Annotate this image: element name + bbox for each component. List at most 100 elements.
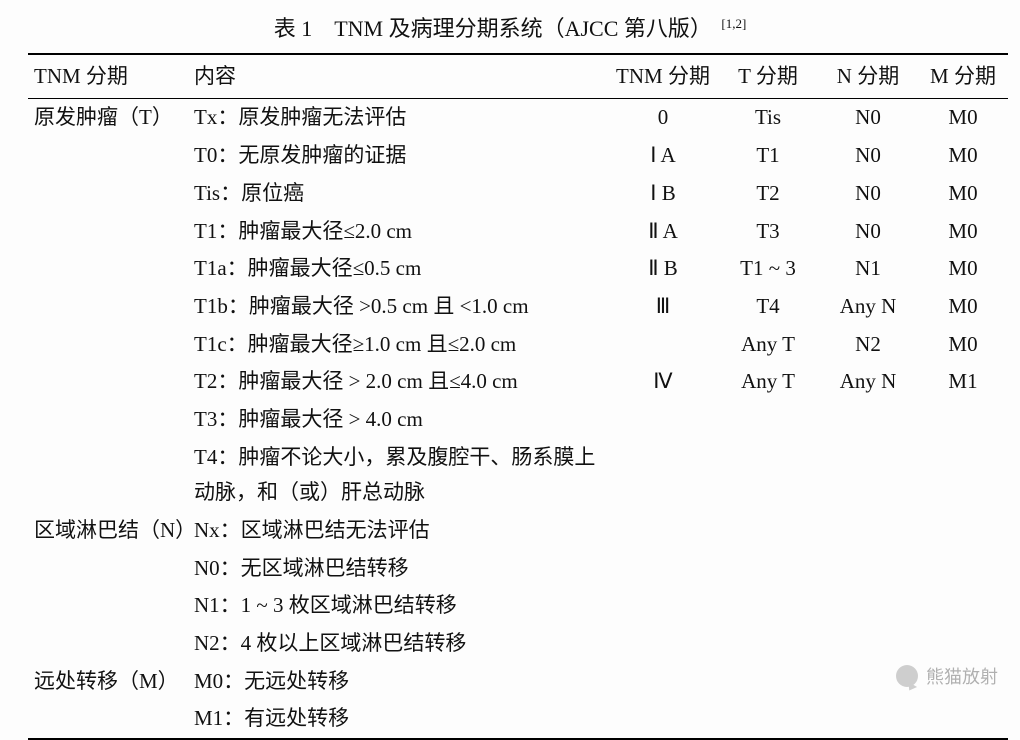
- content-cell: T1：肿瘤最大径≤2.0 cm: [188, 213, 608, 251]
- content-cell: T0：无原发肿瘤的证据: [188, 137, 608, 175]
- t-cell: T1: [718, 137, 818, 175]
- m-cell: M0: [918, 288, 1008, 326]
- stage-cell: [608, 625, 718, 663]
- stage-cell: [608, 439, 718, 512]
- caption-text: TNM 及病理分期系统（AJCC 第八版）: [334, 16, 712, 41]
- content-cell: Nx：区域淋巴结无法评估: [188, 512, 608, 550]
- table-row: N1：1 ~ 3 枚区域淋巴结转移: [28, 587, 1008, 625]
- t-cell: Any T: [718, 326, 818, 364]
- t-cell: [718, 401, 818, 439]
- t-cell: [718, 550, 818, 588]
- col-header-m-stage: M 分期: [918, 54, 1008, 99]
- n-cell: [818, 512, 918, 550]
- page: 表 1 TNM 及病理分期系统（AJCC 第八版） [1,2] TNM 分期 内…: [0, 0, 1020, 731]
- table-row: 原发肿瘤（T）Tx：原发肿瘤无法评估0TisN0M0: [28, 99, 1008, 137]
- stage-cell: [608, 512, 718, 550]
- t-cell: T1 ~ 3: [718, 250, 818, 288]
- tnm-staging-table: TNM 分期 内容 TNM 分期 T 分期 N 分期 M 分期 原发肿瘤（T）T…: [28, 53, 1008, 740]
- category-cell: 远处转移（M）: [28, 663, 188, 701]
- n-cell: [818, 587, 918, 625]
- category-cell: [28, 288, 188, 326]
- table-body: 原发肿瘤（T）Tx：原发肿瘤无法评估0TisN0M0T0：无原发肿瘤的证据Ⅰ A…: [28, 99, 1008, 739]
- category-cell: [28, 250, 188, 288]
- n-cell: Any N: [818, 288, 918, 326]
- t-cell: [718, 587, 818, 625]
- table-row: T4：肿瘤不论大小，累及腹腔干、肠系膜上动脉，和（或）肝总动脉: [28, 439, 1008, 512]
- m-cell: M0: [918, 137, 1008, 175]
- stage-cell: [608, 700, 718, 739]
- stage-cell: Ⅳ: [608, 363, 718, 401]
- m-cell: M1: [918, 363, 1008, 401]
- m-cell: M0: [918, 99, 1008, 137]
- stage-cell: [608, 663, 718, 701]
- content-cell: N1：1 ~ 3 枚区域淋巴结转移: [188, 587, 608, 625]
- category-cell: 区域淋巴结（N）: [28, 512, 188, 550]
- category-cell: [28, 175, 188, 213]
- category-cell: [28, 550, 188, 588]
- m-cell: [918, 625, 1008, 663]
- content-cell: T1c：肿瘤最大径≥1.0 cm 且≤2.0 cm: [188, 326, 608, 364]
- content-cell: N2：4 枚以上区域淋巴结转移: [188, 625, 608, 663]
- col-header-n-stage: N 分期: [818, 54, 918, 99]
- n-cell: N2: [818, 326, 918, 364]
- content-cell: Tx：原发肿瘤无法评估: [188, 99, 608, 137]
- category-cell: 原发肿瘤（T）: [28, 99, 188, 137]
- table-row: Tis：原位癌Ⅰ BT2N0M0: [28, 175, 1008, 213]
- col-header-content: 内容: [188, 54, 608, 99]
- n-cell: N1: [818, 250, 918, 288]
- content-cell: Tis：原位癌: [188, 175, 608, 213]
- watermark: 熊猫放射: [896, 663, 998, 689]
- t-cell: Tis: [718, 99, 818, 137]
- n-cell: N0: [818, 137, 918, 175]
- t-cell: [718, 663, 818, 701]
- category-cell: [28, 439, 188, 512]
- t-cell: T4: [718, 288, 818, 326]
- content-cell: T1b：肿瘤最大径 >0.5 cm 且 <1.0 cm: [188, 288, 608, 326]
- category-cell: [28, 137, 188, 175]
- table-caption: 表 1 TNM 及病理分期系统（AJCC 第八版） [1,2]: [28, 14, 992, 45]
- content-cell: T4：肿瘤不论大小，累及腹腔干、肠系膜上动脉，和（或）肝总动脉: [188, 439, 608, 512]
- t-cell: T2: [718, 175, 818, 213]
- category-cell: [28, 587, 188, 625]
- n-cell: [818, 401, 918, 439]
- caption-label: 表 1: [274, 16, 313, 41]
- stage-cell: [608, 326, 718, 364]
- m-cell: [918, 587, 1008, 625]
- table-header-row: TNM 分期 内容 TNM 分期 T 分期 N 分期 M 分期: [28, 54, 1008, 99]
- content-cell: M0：无远处转移: [188, 663, 608, 701]
- category-cell: [28, 326, 188, 364]
- table-row: N0：无区域淋巴结转移: [28, 550, 1008, 588]
- m-cell: M0: [918, 175, 1008, 213]
- stage-cell: [608, 587, 718, 625]
- m-cell: [918, 439, 1008, 512]
- table-row: T3：肿瘤最大径 > 4.0 cm: [28, 401, 1008, 439]
- stage-cell: Ⅱ A: [608, 213, 718, 251]
- table-row: 远处转移（M）M0：无远处转移: [28, 663, 1008, 701]
- table-row: 区域淋巴结（N）Nx：区域淋巴结无法评估: [28, 512, 1008, 550]
- t-cell: [718, 625, 818, 663]
- stage-cell: Ⅰ B: [608, 175, 718, 213]
- n-cell: N0: [818, 213, 918, 251]
- content-cell: M1：有远处转移: [188, 700, 608, 739]
- category-cell: [28, 401, 188, 439]
- chat-bubble-icon: [896, 665, 918, 687]
- table-row: T2：肿瘤最大径 > 2.0 cm 且≤4.0 cmⅣAny TAny NM1: [28, 363, 1008, 401]
- n-cell: N0: [818, 99, 918, 137]
- table-row: M1：有远处转移: [28, 700, 1008, 739]
- m-cell: [918, 700, 1008, 739]
- stage-cell: Ⅰ A: [608, 137, 718, 175]
- m-cell: M0: [918, 250, 1008, 288]
- table-row: T1：肿瘤最大径≤2.0 cmⅡ AT3N0M0: [28, 213, 1008, 251]
- m-cell: [918, 550, 1008, 588]
- n-cell: [818, 550, 918, 588]
- t-cell: T3: [718, 213, 818, 251]
- stage-cell: Ⅲ: [608, 288, 718, 326]
- content-cell: T3：肿瘤最大径 > 4.0 cm: [188, 401, 608, 439]
- n-cell: N0: [818, 175, 918, 213]
- t-cell: [718, 700, 818, 739]
- n-cell: Any N: [818, 363, 918, 401]
- m-cell: [918, 512, 1008, 550]
- m-cell: M0: [918, 213, 1008, 251]
- table-row: T0：无原发肿瘤的证据Ⅰ AT1N0M0: [28, 137, 1008, 175]
- category-cell: [28, 625, 188, 663]
